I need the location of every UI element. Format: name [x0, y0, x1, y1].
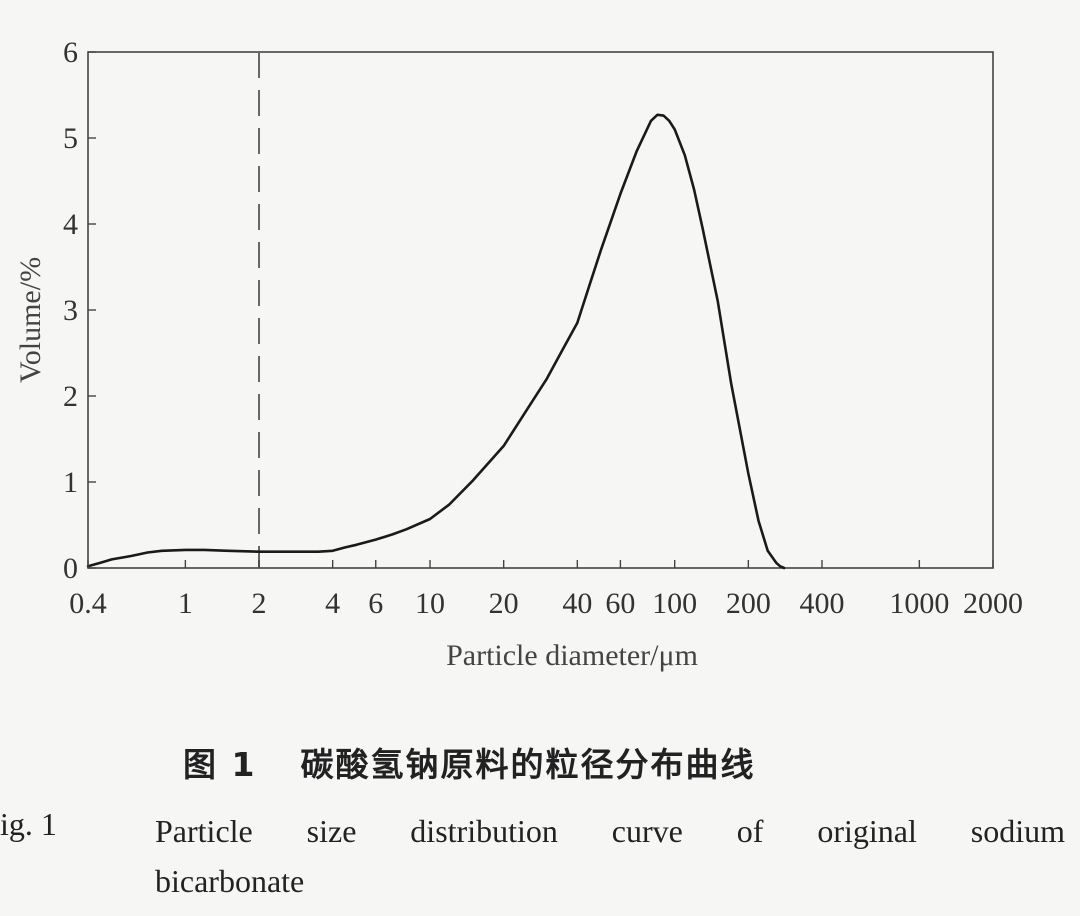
- x-tick-label: 20: [489, 587, 519, 620]
- x-tick-label: 4: [325, 587, 340, 620]
- y-tick-label: 3: [63, 294, 78, 327]
- y-tick-label: 6: [63, 36, 78, 69]
- x-tick-label: 0.4: [69, 587, 107, 620]
- x-tick-label: 40: [562, 587, 592, 620]
- x-tick-label: 200: [726, 587, 771, 620]
- x-tick-label: 400: [799, 587, 844, 620]
- y-tick-label: 2: [63, 380, 78, 413]
- x-tick-label: 2000: [963, 587, 1023, 620]
- series-line: [86, 113, 786, 570]
- x-tick-label: 1000: [889, 587, 949, 620]
- caption-english-text-line2: bicarbonate: [155, 863, 305, 899]
- x-tick-label: 6: [368, 587, 383, 620]
- x-tick-label: 100: [652, 587, 697, 620]
- caption-chinese-text: 碳酸氢钠原料的粒径分布曲线: [300, 745, 756, 784]
- y-tick-label: 5: [63, 122, 78, 155]
- x-tick-label: 60: [605, 587, 635, 620]
- y-tick-label: 1: [63, 466, 78, 499]
- x-axis-title: Particle diameter/μm: [446, 639, 698, 672]
- series-layer: [86, 113, 786, 570]
- x-tick-label: 2: [252, 587, 267, 620]
- caption-english-label: ig. 1: [0, 806, 57, 842]
- caption-chinese: 图 1 碳酸氢钠原料的粒径分布曲线: [183, 738, 755, 786]
- chart: 0.4 1 2 4 6 10 20 40 60 100 200 400 1000 20000123456 …: [14, 36, 1023, 672]
- y-tick-label: 0: [63, 552, 78, 585]
- y-axis-title: Volume/%: [14, 257, 47, 383]
- x-tick-label: 10: [415, 587, 445, 620]
- caption-english-text-line1: Particle size distribution curve of orig…: [155, 813, 1065, 849]
- y-tick-label: 4: [63, 208, 78, 241]
- x-tick-label: 1: [178, 587, 193, 620]
- axes: [87, 51, 994, 569]
- plot-frame: [87, 51, 994, 569]
- caption-chinese-label: 图 1: [183, 745, 257, 784]
